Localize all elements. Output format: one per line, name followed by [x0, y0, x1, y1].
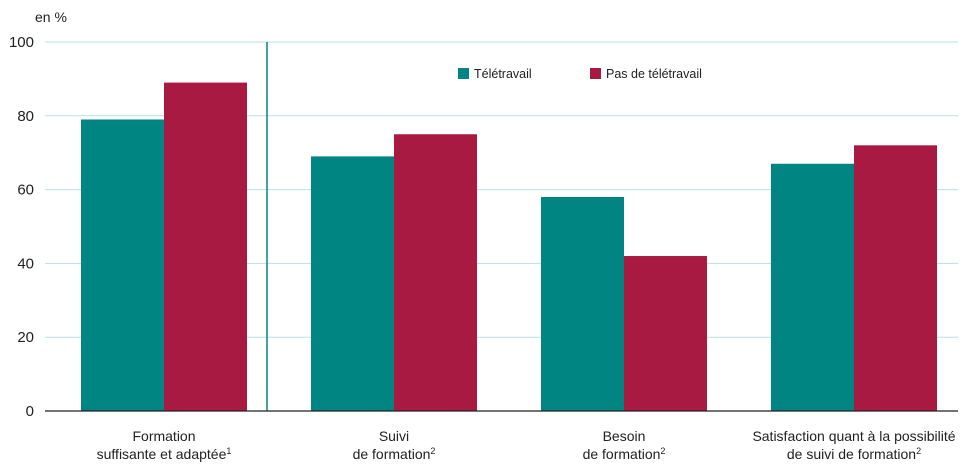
category-label-3-line-1: de suivi de formation2 — [787, 446, 921, 462]
bar-teletravail-2 — [541, 196, 624, 411]
bar-teletravail-1 — [311, 156, 394, 411]
bar-teletravail-3 — [771, 163, 854, 411]
y-unit-label: en % — [35, 9, 67, 25]
category-label-0-line-1: suffisante et adaptée1 — [97, 446, 232, 462]
category-label-2-line-1: de formation2 — [583, 446, 666, 462]
category-label-1-line-1: de formation2 — [353, 446, 436, 462]
bar-pas-de-teletravail-2 — [624, 256, 707, 411]
bar-pas-de-teletravail-0 — [164, 82, 247, 411]
category-labels: Formation suffisante et adaptée1 Suivi de f… — [97, 428, 956, 462]
y-tick-label-20: 20 — [17, 329, 34, 346]
y-tick-label-80: 80 — [17, 108, 34, 125]
category-label-0-line-0: Formation — [132, 428, 195, 444]
bar-pas-de-teletravail-3 — [854, 145, 937, 411]
y-tick-label-40: 40 — [17, 255, 34, 272]
y-axis-ticks: 0 20 40 60 80 100 — [9, 34, 34, 420]
category-label-2-line-0: Besoin — [603, 428, 646, 444]
y-tick-label-100: 100 — [9, 34, 34, 51]
legend-swatch-1 — [590, 68, 601, 79]
y-tick-label-0: 0 — [26, 403, 34, 420]
bar-pas-de-teletravail-1 — [394, 134, 477, 411]
legend-label-1: Pas de télétravail — [606, 67, 702, 81]
legend-label-0: Télétravail — [474, 67, 532, 81]
legend-swatch-0 — [458, 68, 469, 79]
bar-teletravail-0 — [81, 119, 164, 412]
y-tick-label-60: 60 — [17, 182, 34, 199]
legend: Télétravail Pas de télétravail — [458, 67, 702, 81]
category-label-1-line-0: Suivi — [379, 428, 409, 444]
bars — [81, 82, 937, 412]
category-label-3-line-0: Satisfaction quant à la possibilité — [752, 428, 955, 444]
